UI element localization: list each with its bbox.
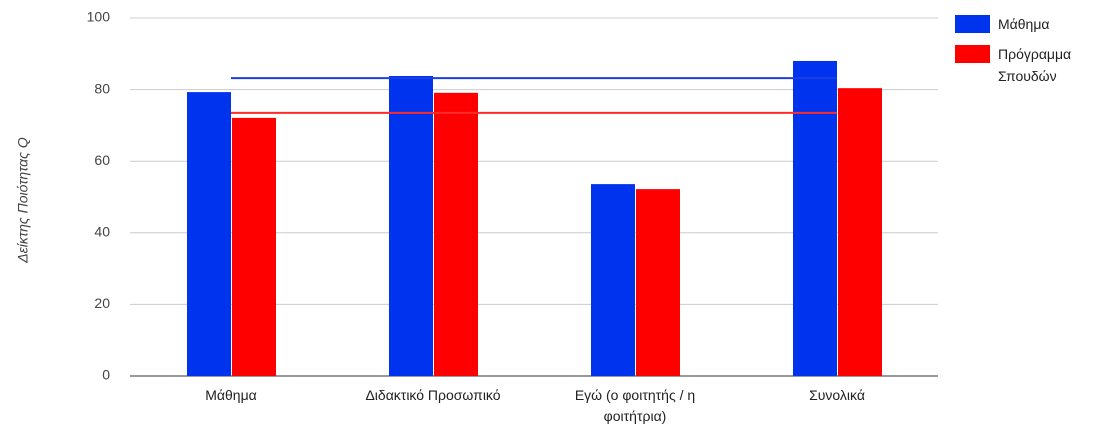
legend-label: Πρόγραμμα Σπουδών	[998, 46, 1072, 84]
y-tick-label: 60	[94, 152, 110, 168]
x-tick-label: Διδακτικό Προσωπικό	[365, 387, 501, 403]
bar	[793, 60, 837, 377]
bar	[434, 92, 478, 377]
x-tick-label: Εγώ (ο φοιτητής / η φοιτήτρια)	[574, 387, 696, 424]
y-tick-label: 40	[94, 224, 110, 240]
y-tick-label: 20	[94, 295, 110, 311]
legend-swatch	[955, 45, 990, 63]
bar	[591, 184, 635, 376]
y-axis-title: Δείκτης Ποιότητας Q	[15, 137, 31, 264]
legend-label: Μάθημα	[998, 16, 1050, 32]
x-tick-label: Μάθημα	[205, 387, 257, 403]
y-tick-label: 100	[87, 9, 111, 25]
bar	[389, 75, 433, 376]
y-tick-label: 80	[94, 80, 110, 96]
bar	[232, 117, 276, 376]
y-tick-label: 0	[102, 367, 110, 383]
bar	[838, 88, 882, 376]
x-tick-label: Συνολικά	[809, 387, 865, 403]
legend-swatch	[955, 15, 990, 33]
bar	[636, 189, 680, 376]
bar	[187, 92, 231, 376]
